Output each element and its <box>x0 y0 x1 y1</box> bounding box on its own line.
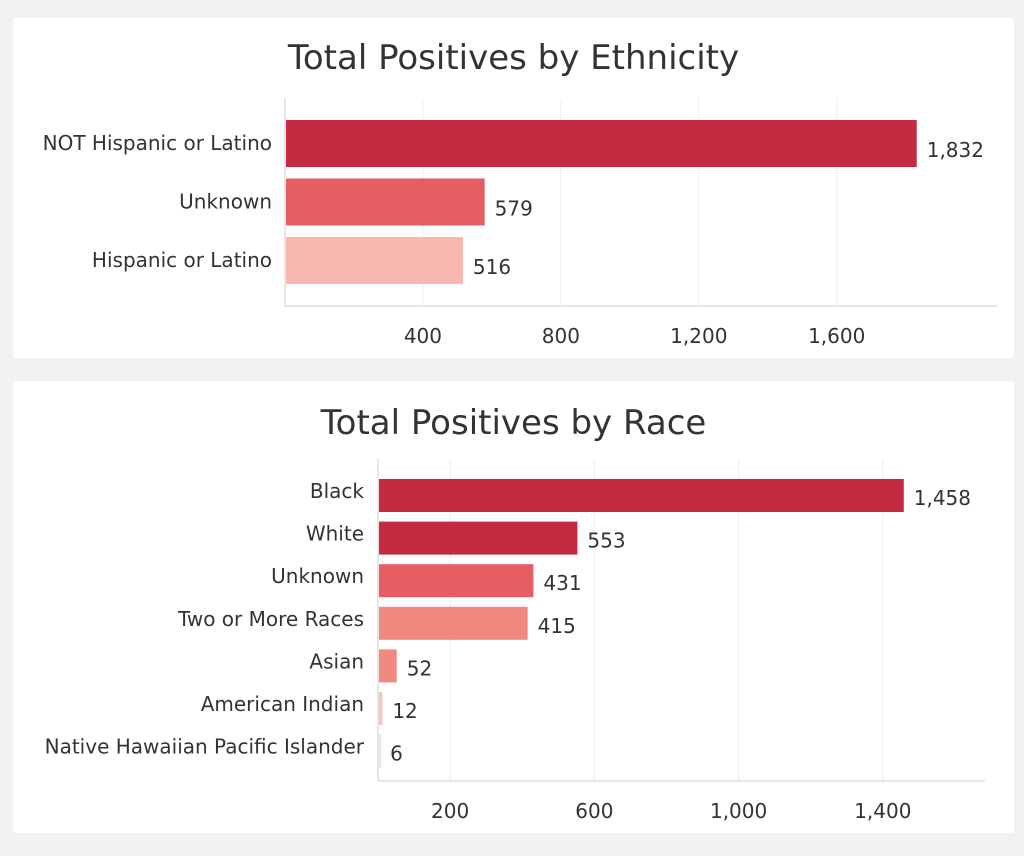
bar <box>379 692 383 725</box>
value-label: 12 <box>392 699 417 723</box>
x-tick-label: 600 <box>575 799 613 823</box>
x-tick-label: 1,600 <box>808 324 865 348</box>
category-label: Unknown <box>179 190 272 214</box>
bar <box>286 178 485 226</box>
bar <box>286 120 917 167</box>
bar <box>379 734 381 768</box>
bar <box>379 606 528 640</box>
category-label: Black <box>310 479 365 503</box>
x-tick-label: 800 <box>542 324 580 348</box>
race-chart-title: Total Positives by Race <box>320 403 707 443</box>
race-chart-panel: Total Positives by Race 200 600 1,000 1,400… <box>13 381 1014 833</box>
bar <box>379 564 534 598</box>
category-label: Native Hawaiian Pacific Islander <box>45 735 365 759</box>
bar <box>379 479 904 512</box>
x-tick-label: 1,000 <box>710 799 767 823</box>
value-label: 516 <box>473 255 511 279</box>
value-label: 1,832 <box>927 138 984 162</box>
category-label: Two or More Races <box>177 607 364 631</box>
bar <box>286 237 463 284</box>
value-label: 553 <box>587 529 625 553</box>
race-chart-plot: 200 600 1,000 1,400 Black 1,458 White 553 Unknow… <box>45 459 985 823</box>
bar <box>379 521 578 555</box>
value-label: 1,458 <box>914 486 971 510</box>
x-tick-label: 1,400 <box>854 799 911 823</box>
category-label: NOT Hispanic or Latino <box>43 131 272 155</box>
ethnicity-chart-panel: Total Positives by Ethnicity 400 800 1,200… <box>13 18 1014 358</box>
x-tick-label: 200 <box>431 799 469 823</box>
value-label: 431 <box>543 571 581 595</box>
category-label: Unknown <box>271 564 364 588</box>
value-label: 52 <box>407 656 432 680</box>
ethnicity-chart-plot: 400 800 1,200 1,600 NOT Hispanic or Latino 1,… <box>43 98 997 348</box>
value-label: 579 <box>495 197 533 221</box>
category-label: White <box>306 522 364 546</box>
x-tick-label: 1,200 <box>670 324 727 348</box>
value-label: 415 <box>538 614 576 638</box>
category-label: American Indian <box>201 692 364 716</box>
category-label: Asian <box>309 649 364 673</box>
category-label: Hispanic or Latino <box>92 248 272 272</box>
ethnicity-chart-title: Total Positives by Ethnicity <box>287 38 740 78</box>
bar <box>379 649 397 683</box>
value-label: 6 <box>390 742 403 766</box>
x-tick-label: 400 <box>404 324 442 348</box>
